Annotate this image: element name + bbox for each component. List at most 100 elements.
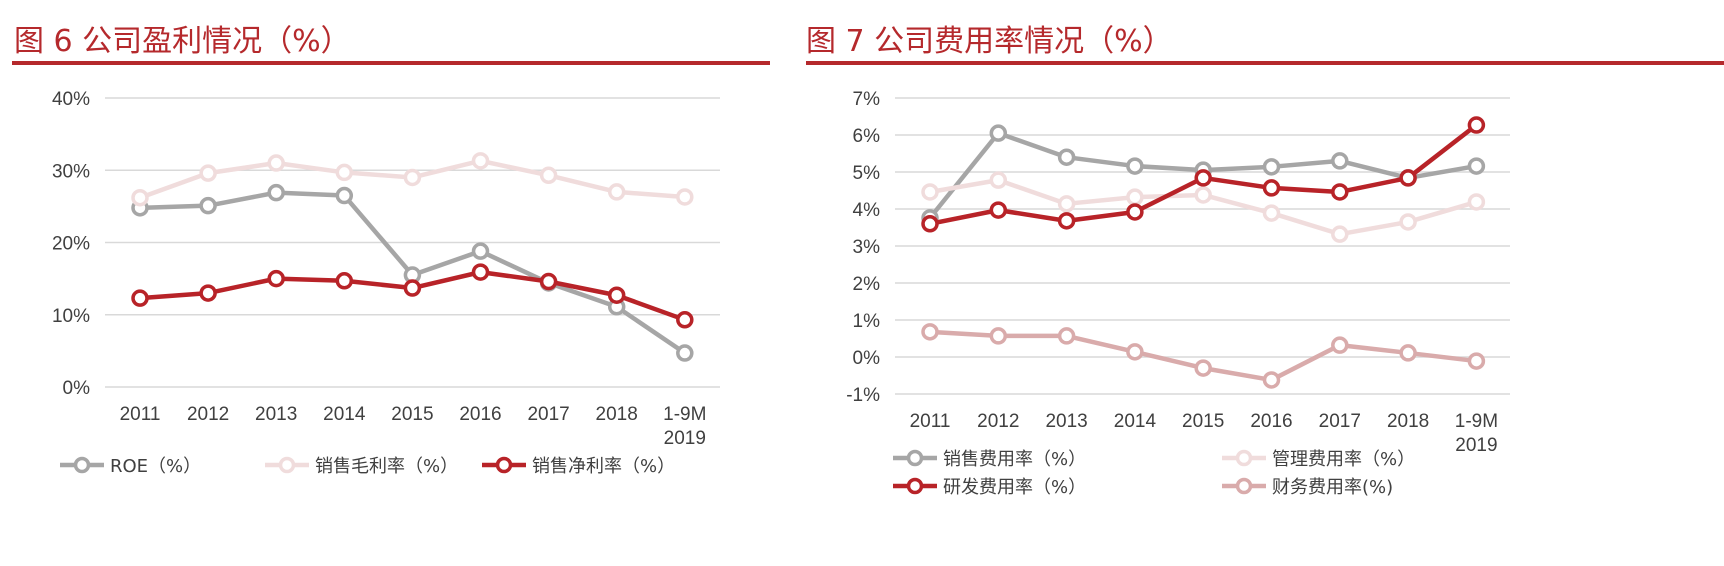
y-tick-label: 30% <box>52 161 90 182</box>
data-point <box>1126 203 1144 221</box>
data-point <box>335 272 354 290</box>
y-tick-label: 7% <box>853 89 881 110</box>
x-tick-label: 2017 <box>527 404 569 425</box>
legend-item: 销售毛利率（%） <box>265 456 458 477</box>
x-tick-label: 2014 <box>1114 411 1157 432</box>
legend-label: 研发费用率（%） <box>943 477 1086 498</box>
legend-label: 财务费用率(%) <box>1272 477 1393 498</box>
legend-item: ROE（%） <box>60 456 201 477</box>
y-tick-label: 20% <box>52 234 90 255</box>
series-2 <box>131 152 694 207</box>
data-point <box>1126 343 1144 361</box>
data-point <box>267 154 285 172</box>
x-tick-label: 2013 <box>1045 411 1087 432</box>
legend-marker <box>1235 449 1253 467</box>
x-tick-label: 2011 <box>910 411 951 432</box>
legend-item: 研发费用率（%） <box>893 477 1086 498</box>
data-point <box>131 188 149 207</box>
data-point <box>1399 344 1417 362</box>
x-tick-label: 2012 <box>187 404 229 425</box>
data-point <box>607 286 626 304</box>
data-point <box>989 327 1008 345</box>
legend-marker <box>73 456 91 474</box>
legend-item: 管理费用率（%） <box>1222 449 1415 470</box>
data-point <box>1126 188 1144 206</box>
legend-label: 管理费用率（%） <box>1272 449 1415 470</box>
chart-1: 0% 10% 20% 30% 40% 2011 2012 2013 2014 2015 2016 20… <box>52 89 720 477</box>
data-point <box>1194 359 1212 377</box>
data-point <box>1262 179 1281 197</box>
data-point <box>199 196 217 215</box>
data-point <box>1126 157 1144 175</box>
series-4 <box>921 323 1486 389</box>
data-point <box>199 284 217 302</box>
data-point <box>1331 336 1349 354</box>
data-point <box>471 242 490 260</box>
data-point <box>1194 186 1212 204</box>
data-point <box>471 152 490 170</box>
data-point <box>989 201 1008 219</box>
legend-item: 销售费用率（%） <box>893 449 1086 470</box>
x-tick-label: 1-9M <box>663 404 706 425</box>
y-tick-label: 3% <box>853 237 881 258</box>
x-tick-label: 2019 <box>1455 435 1497 456</box>
data-point <box>1467 116 1486 134</box>
data-point <box>1194 169 1212 187</box>
y-tick-label: 5% <box>853 163 881 184</box>
data-point <box>471 263 490 281</box>
y-tick-label: 2% <box>853 274 881 295</box>
x-tick-label: 2011 <box>120 404 161 425</box>
x-tick-label: 2017 <box>1319 411 1361 432</box>
data-point <box>335 163 354 182</box>
data-point <box>921 183 939 201</box>
series-3 <box>921 116 1486 233</box>
x-tick-label: 2018 <box>596 404 638 425</box>
data-point <box>539 166 558 185</box>
y-tick-label: -1% <box>846 385 880 406</box>
data-point <box>921 323 939 341</box>
series-1 <box>131 183 694 362</box>
x-tick-label: 2018 <box>1387 411 1429 432</box>
data-point <box>199 164 217 182</box>
legend-marker <box>906 449 924 467</box>
data-point <box>921 215 939 233</box>
series-3 <box>131 263 694 329</box>
data-point <box>1057 148 1076 166</box>
data-point <box>1467 193 1486 211</box>
y-tick-label: 10% <box>52 306 90 327</box>
data-point <box>1399 169 1417 187</box>
data-point <box>131 289 149 307</box>
legend-label: 销售毛利率（%） <box>315 456 458 477</box>
legend-marker <box>1235 477 1253 495</box>
data-point <box>403 168 422 187</box>
data-point <box>1057 212 1076 230</box>
data-point <box>1331 152 1349 170</box>
data-point <box>676 344 694 362</box>
legend-marker <box>495 456 513 474</box>
y-tick-label: 1% <box>853 311 881 332</box>
data-point <box>607 183 626 201</box>
data-point <box>267 269 285 288</box>
data-point <box>1399 213 1417 231</box>
data-point <box>1057 327 1076 345</box>
x-tick-label: 1-9M <box>1455 411 1498 432</box>
legend-label: 销售费用率（%） <box>943 449 1086 470</box>
legend-item: 财务费用率(%) <box>1222 477 1393 498</box>
legend-label: 销售净利率（%） <box>532 456 675 477</box>
chart-1-title-rule <box>12 61 770 65</box>
y-tick-label: 0% <box>853 348 881 369</box>
data-point <box>1467 352 1486 370</box>
legend-marker <box>278 456 296 474</box>
chart-2: -1% 0% 1% 2% 3% 4% 5% 6% 7% 2011 2012 2013 2014 2015 2… <box>846 89 1510 498</box>
x-tick-label: 2019 <box>664 428 706 449</box>
data-point <box>267 183 285 202</box>
x-tick-label: 2012 <box>977 411 1019 432</box>
x-tick-label: 2016 <box>459 404 501 425</box>
data-point <box>1262 204 1281 222</box>
data-point <box>676 311 694 329</box>
legend-marker <box>906 477 924 495</box>
data-point <box>1331 183 1349 201</box>
data-point <box>676 188 694 206</box>
data-point <box>1262 371 1281 389</box>
